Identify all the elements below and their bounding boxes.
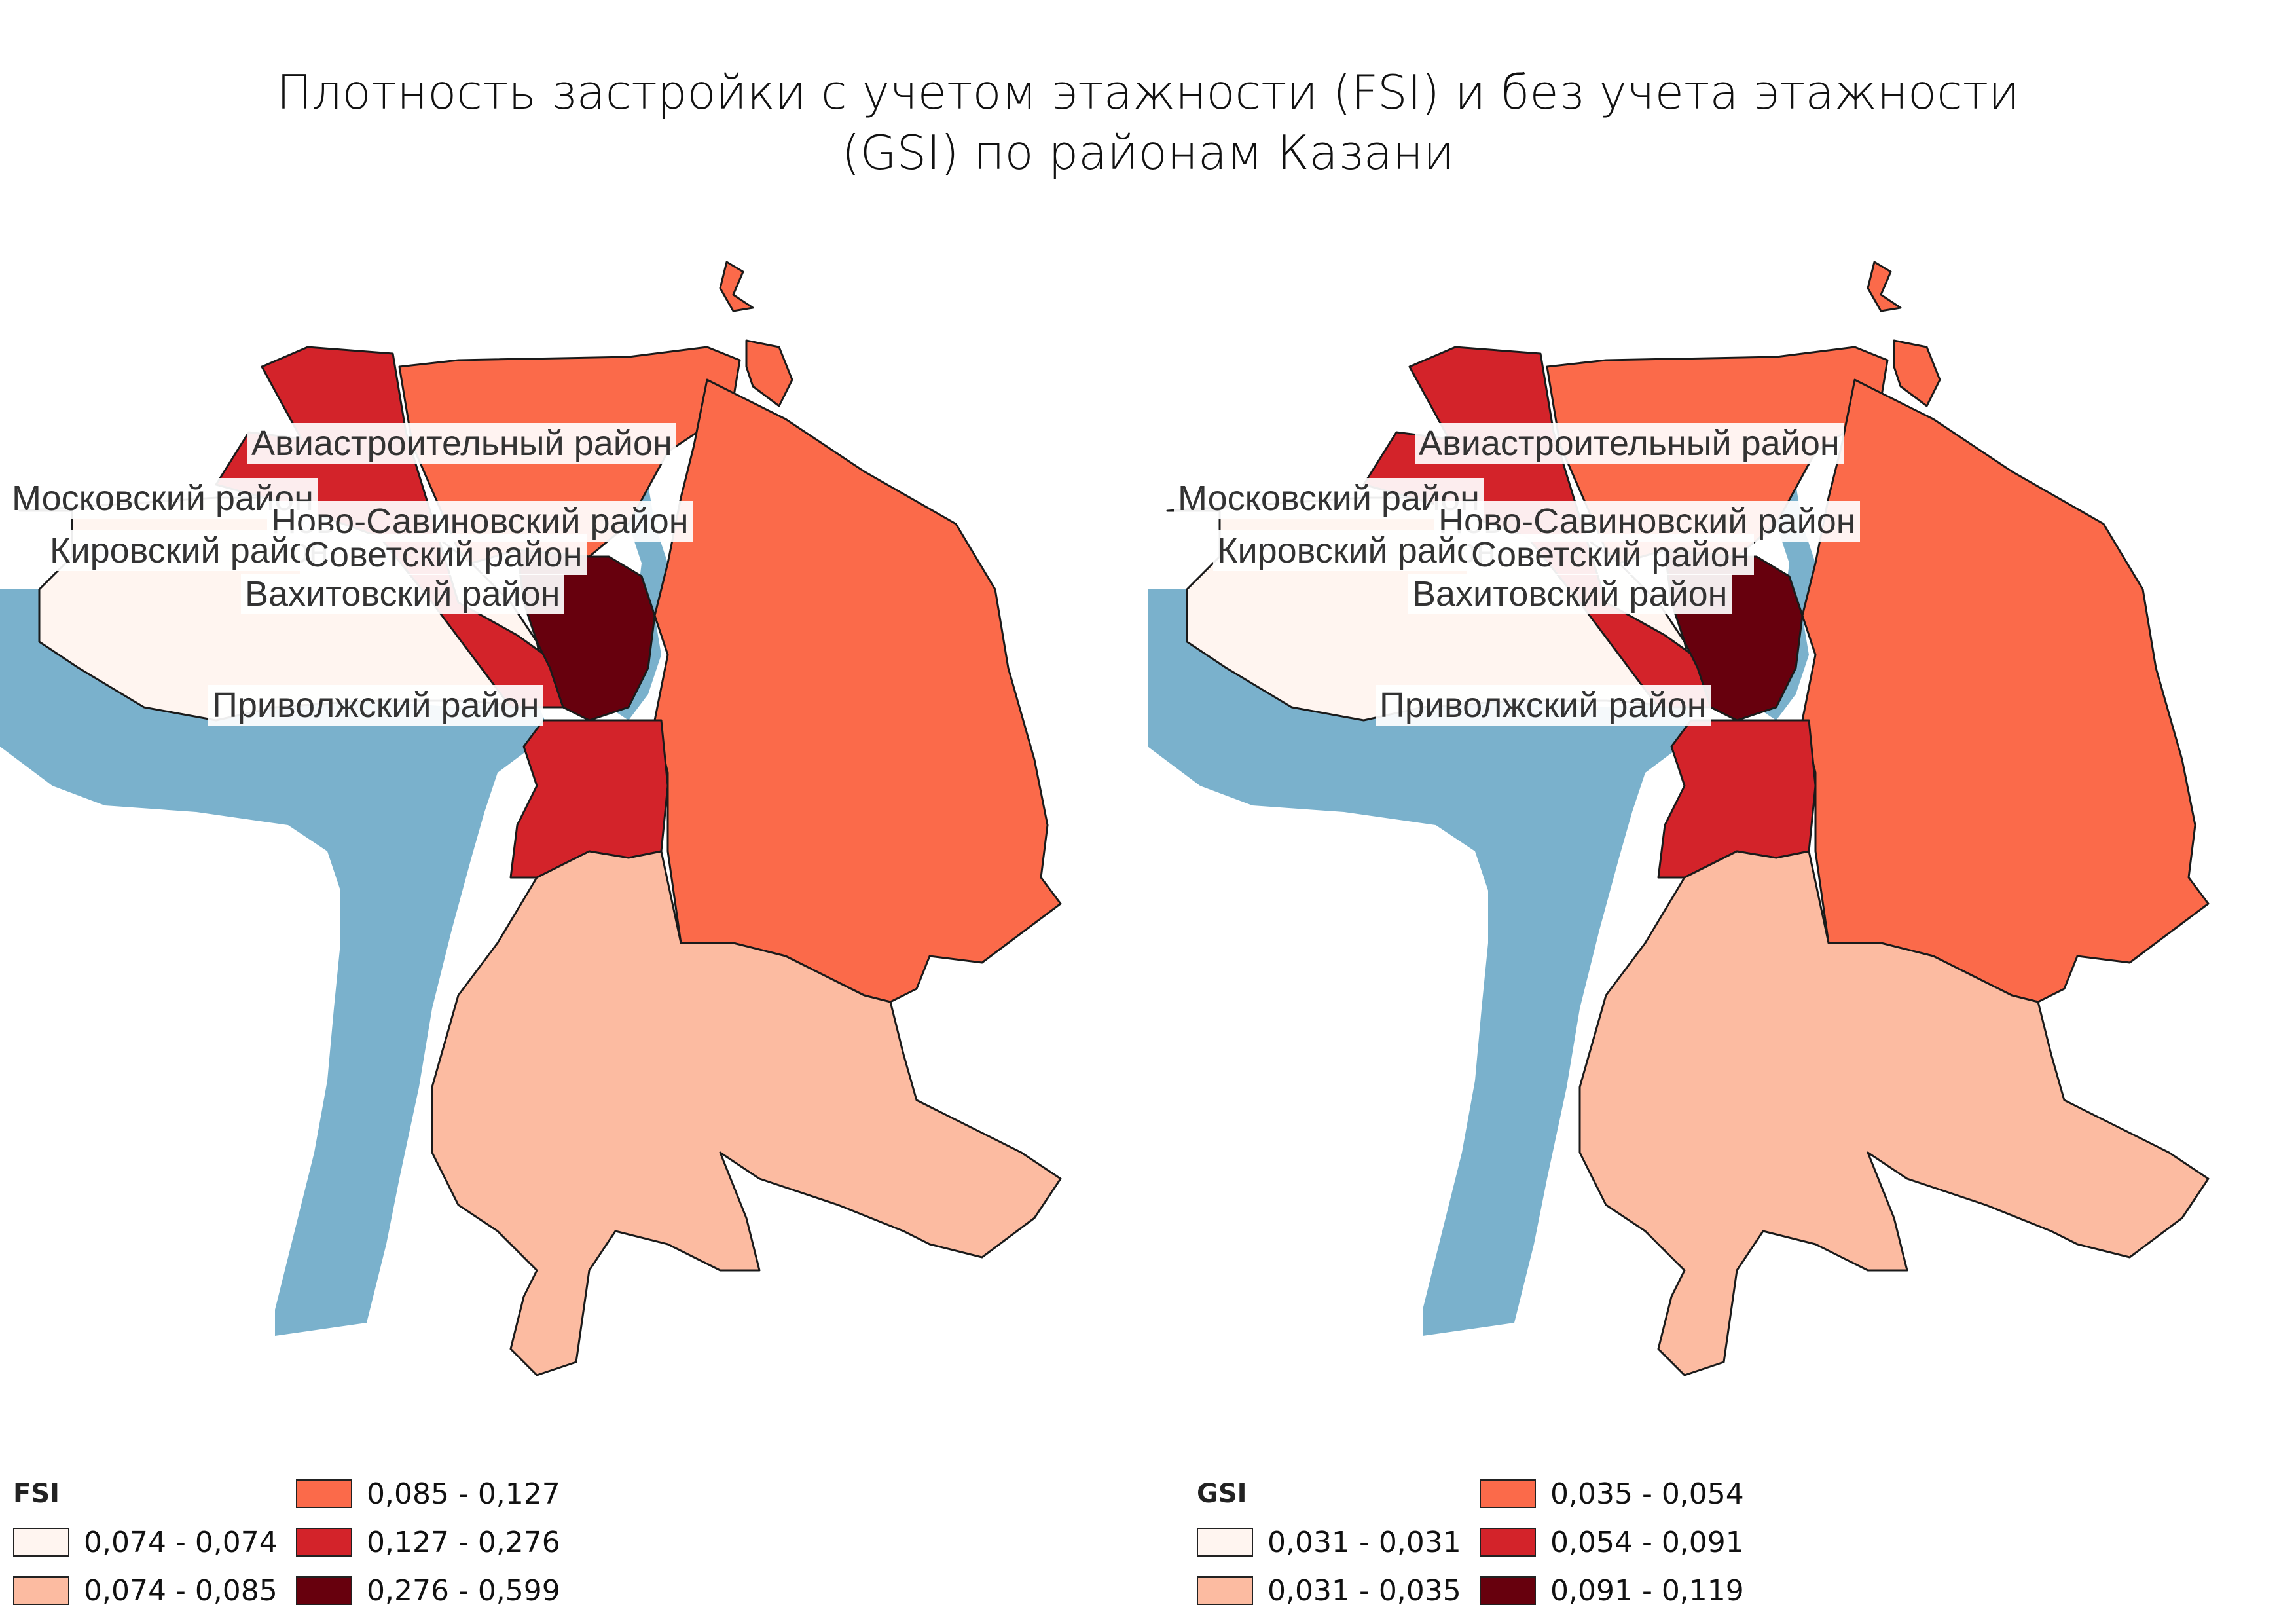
fsi-legend-item-5: 0,276 - 0,599 bbox=[296, 1573, 560, 1608]
fsi-legend-item-3: 0,085 - 0,127 bbox=[296, 1476, 560, 1511]
gsi-swatch-3 bbox=[1480, 1479, 1536, 1508]
label-moskovsky: Московский район bbox=[8, 478, 318, 519]
volga-river bbox=[0, 642, 550, 1336]
district-privolzhsky[interactable] bbox=[1578, 850, 2210, 1376]
district-island-north[interactable] bbox=[719, 261, 754, 312]
fsi-legend-label-3: 0,085 - 0,127 bbox=[367, 1477, 560, 1511]
gsi-legend-title: GSI bbox=[1197, 1479, 1247, 1509]
fsi-swatch-3 bbox=[296, 1479, 352, 1508]
district-sovetsky[interactable] bbox=[1801, 378, 2210, 1003]
title-line-2: (GSI) по районам Казани bbox=[841, 125, 1455, 180]
gsi-swatch-1 bbox=[1197, 1528, 1253, 1557]
fsi-legend-item-2: 0,074 - 0,085 bbox=[13, 1573, 278, 1608]
fsi-swatch-4 bbox=[296, 1528, 352, 1557]
fsi-legend-label-4: 0,127 - 0,276 bbox=[367, 1525, 560, 1559]
gsi-legend: GSI 0,031 - 0,031 0,031 - 0,035 0,035 - … bbox=[1197, 1460, 1851, 1611]
fsi-swatch-5 bbox=[296, 1576, 352, 1605]
gsi-legend-label-5: 0,091 - 0,119 bbox=[1550, 1574, 1744, 1608]
label-privolzhsky: Приволжский район bbox=[208, 685, 543, 726]
gsi-legend-label-2: 0,031 - 0,035 bbox=[1267, 1574, 1461, 1608]
label-kirovsky: Кировский район bbox=[1213, 530, 1500, 571]
district-privolzhsky[interactable] bbox=[431, 850, 1062, 1376]
gsi-legend-label-1: 0,031 - 0,031 bbox=[1267, 1525, 1461, 1559]
gsi-legend-item-2: 0,031 - 0,035 bbox=[1197, 1573, 1461, 1608]
label-sovetsky: Советский район bbox=[300, 534, 587, 575]
gsi-legend-item-3: 0,035 - 0,054 bbox=[1480, 1476, 1744, 1511]
fsi-legend-item-4: 0,127 - 0,276 bbox=[296, 1524, 560, 1560]
label-vakhitovsky: Вахитовский район bbox=[241, 574, 564, 614]
label-moskovsky: Московский район bbox=[1174, 478, 1484, 519]
gsi-map[interactable]: Авиастроительный район Московский район … bbox=[1148, 249, 2295, 1414]
district-sovetsky[interactable] bbox=[653, 378, 1062, 1003]
fsi-swatch-2 bbox=[13, 1576, 69, 1605]
gsi-swatch-4 bbox=[1480, 1528, 1536, 1557]
label-privolzhsky: Приволжский район bbox=[1376, 685, 1711, 726]
gsi-legend-item-4: 0,054 - 0,091 bbox=[1480, 1524, 1744, 1560]
fsi-map[interactable]: Авиастроительный район Московский район … bbox=[0, 249, 1148, 1414]
gsi-swatch-2 bbox=[1197, 1576, 1253, 1605]
fsi-legend-label-1: 0,074 - 0,074 bbox=[84, 1525, 278, 1559]
fsi-swatch-1 bbox=[13, 1528, 69, 1557]
label-kirovsky: Кировский район bbox=[46, 530, 333, 571]
label-vakhitovsky: Вахитовский район bbox=[1408, 574, 1732, 614]
title-line-1: Плотность застройки с учетом этажности (… bbox=[276, 65, 2020, 120]
district-island-northeast[interactable] bbox=[745, 339, 793, 407]
gsi-swatch-5 bbox=[1480, 1576, 1536, 1605]
page-title: Плотность застройки с учетом этажности (… bbox=[0, 62, 2296, 183]
fsi-legend: FSI 0,074 - 0,074 0,074 - 0,085 0,085 - … bbox=[13, 1460, 668, 1611]
district-island-northeast[interactable] bbox=[1893, 339, 1941, 407]
gsi-legend-label-3: 0,035 - 0,054 bbox=[1550, 1477, 1744, 1511]
gsi-legend-item-1: 0,031 - 0,031 bbox=[1197, 1524, 1461, 1560]
volga-river bbox=[1148, 642, 1698, 1336]
gsi-map-canvas bbox=[1148, 261, 2210, 1376]
label-sovetsky: Советский район bbox=[1467, 534, 1754, 575]
gsi-legend-label-4: 0,054 - 0,091 bbox=[1550, 1525, 1744, 1559]
label-aviastroitelny: Авиастроительный район bbox=[247, 423, 676, 464]
fsi-legend-label-2: 0,074 - 0,085 bbox=[84, 1574, 278, 1608]
fsi-legend-title: FSI bbox=[13, 1479, 60, 1509]
fsi-legend-item-1: 0,074 - 0,074 bbox=[13, 1524, 278, 1560]
label-novo-savinovsky: Ново-Савиновский район bbox=[1434, 501, 1860, 542]
gsi-legend-item-5: 0,091 - 0,119 bbox=[1480, 1573, 1744, 1608]
fsi-legend-label-5: 0,276 - 0,599 bbox=[367, 1574, 560, 1608]
label-aviastroitelny: Авиастроительный район bbox=[1415, 423, 1844, 464]
district-island-north[interactable] bbox=[1867, 261, 1902, 312]
